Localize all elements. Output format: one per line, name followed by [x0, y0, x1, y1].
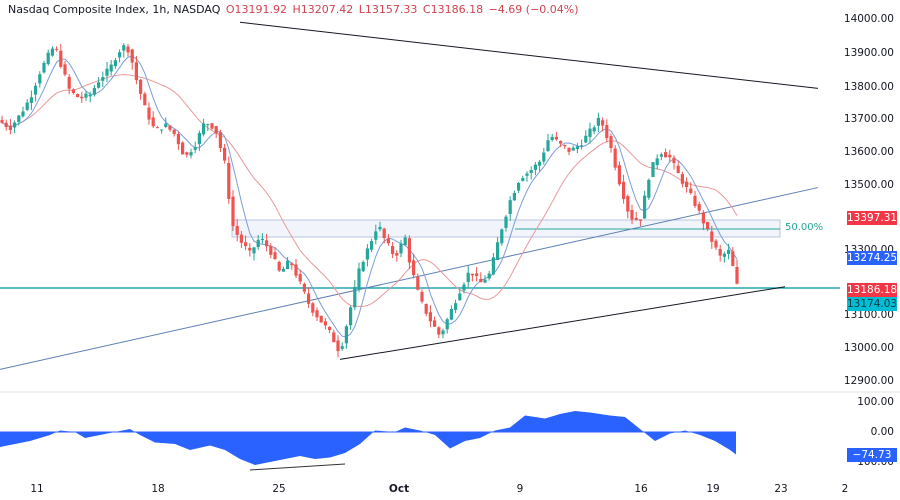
fib-50-label: 50.00% [785, 222, 824, 233]
price-tick: 13100.00 [843, 309, 894, 321]
last-price-tag: 13186.18 [847, 283, 898, 297]
price-tick: 14000.00 [843, 13, 894, 25]
time-tick: 16 [634, 483, 648, 495]
price-tick: 13700.00 [843, 113, 894, 125]
time-tick: 2 [841, 483, 849, 495]
price-tick: 13500.00 [843, 179, 894, 191]
time-tick: Oct [388, 483, 410, 495]
symbol-title: Nasdaq Composite Index, 1h, NASDAQ [8, 3, 221, 16]
ohlc-close: C13186.18 [422, 3, 484, 16]
price-tick: 12900.00 [843, 375, 894, 387]
ma-slow-price-tag: 13397.31 [847, 211, 898, 225]
time-tick: 25 [272, 483, 286, 495]
symbol-legend: Nasdaq Composite Index, 1h, NASDAQ O1319… [8, 3, 581, 16]
candlestick-series [0, 43, 739, 358]
moving-average-fast [1, 55, 738, 338]
osc-tick: 100.00 [857, 396, 894, 408]
ohlc-open: O13191.92 [225, 3, 288, 16]
price-tick: 13900.00 [843, 47, 894, 59]
oscillator-divergence-line[interactable] [249, 463, 346, 471]
moving-average-slow [1, 74, 738, 307]
ohlc-high: H13207.42 [292, 3, 354, 16]
time-tick: 18 [151, 483, 165, 495]
price-tick: 13800.00 [843, 81, 894, 93]
time-tick: 9 [516, 483, 524, 495]
level-price-tag: 13174.03 [847, 297, 898, 311]
price-tick: 13000.00 [843, 342, 894, 354]
time-tick: 11 [30, 483, 44, 495]
trendlines[interactable] [0, 21, 819, 370]
ohlc-low: L13157.33 [358, 3, 418, 16]
ohlc-change: −4.69 (−0.04%) [488, 3, 579, 16]
price-tick: 13600.00 [843, 146, 894, 158]
osc-tick: 0.00 [870, 426, 894, 438]
oscillator-area [0, 411, 736, 465]
time-tick: 23 [774, 483, 788, 495]
oscillator-value-tag: −74.73 [847, 448, 897, 462]
ma-fast-price-tag: 13274.25 [847, 251, 898, 265]
time-tick: 19 [706, 483, 720, 495]
